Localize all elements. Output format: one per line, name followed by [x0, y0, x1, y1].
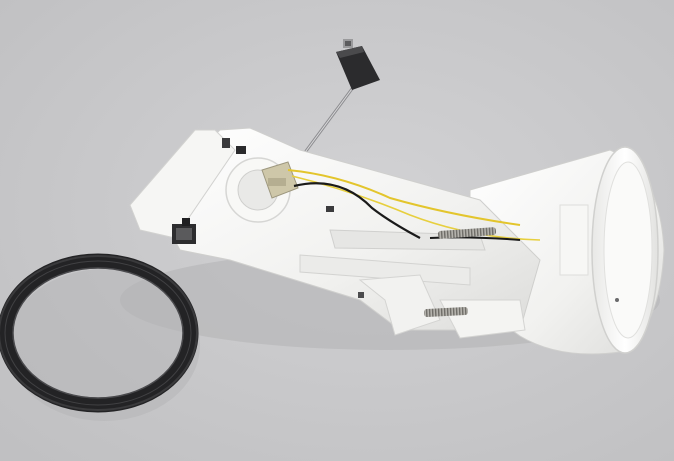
yellow-wire [287, 169, 541, 241]
sealing-ring [0, 253, 199, 413]
fuel-level-float [336, 39, 380, 90]
reservoir-bucket [469, 146, 665, 355]
tension-spring [423, 307, 469, 317]
clip [326, 206, 334, 212]
tension-spring [437, 227, 497, 239]
black-wire [293, 182, 521, 241]
clip [358, 292, 364, 298]
